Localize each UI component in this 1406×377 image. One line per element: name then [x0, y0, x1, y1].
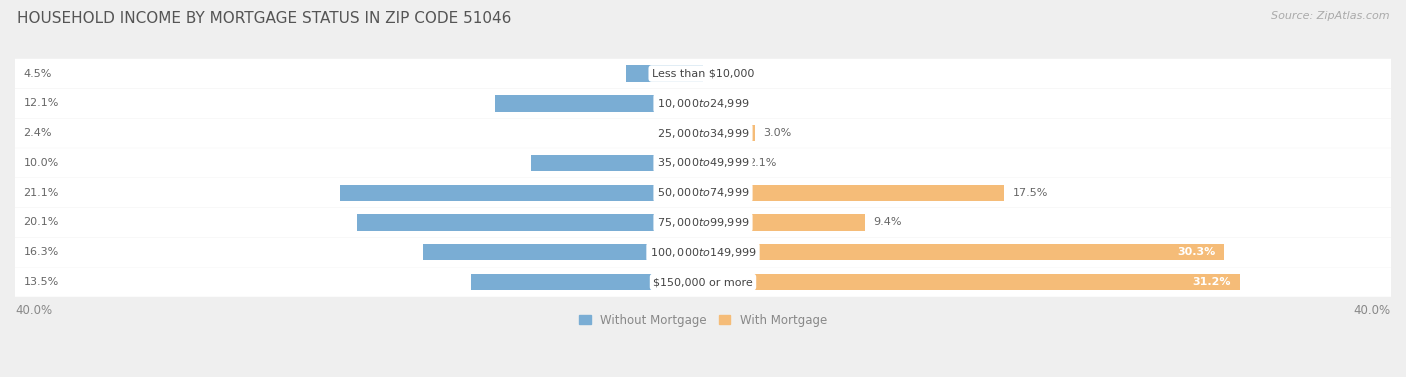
- Text: $75,000 to $99,999: $75,000 to $99,999: [657, 216, 749, 229]
- FancyBboxPatch shape: [15, 178, 1391, 207]
- Bar: [471, 274, 703, 290]
- Text: 16.3%: 16.3%: [24, 247, 59, 257]
- FancyBboxPatch shape: [15, 238, 1391, 267]
- Bar: [703, 155, 740, 171]
- FancyBboxPatch shape: [15, 208, 1391, 237]
- Text: 2.4%: 2.4%: [24, 128, 52, 138]
- Text: 13.5%: 13.5%: [24, 277, 59, 287]
- Text: 10.0%: 10.0%: [24, 158, 59, 168]
- Bar: [495, 95, 703, 112]
- Text: $25,000 to $34,999: $25,000 to $34,999: [657, 127, 749, 139]
- Text: Less than $10,000: Less than $10,000: [652, 69, 754, 78]
- Text: 0.0%: 0.0%: [711, 98, 740, 108]
- Bar: [703, 125, 755, 141]
- Bar: [703, 274, 1240, 290]
- Text: 21.1%: 21.1%: [24, 188, 59, 198]
- Text: 30.3%: 30.3%: [1177, 247, 1216, 257]
- Bar: [703, 184, 1004, 201]
- Text: HOUSEHOLD INCOME BY MORTGAGE STATUS IN ZIP CODE 51046: HOUSEHOLD INCOME BY MORTGAGE STATUS IN Z…: [17, 11, 512, 26]
- Text: 0.0%: 0.0%: [711, 69, 740, 78]
- Bar: [531, 155, 703, 171]
- FancyBboxPatch shape: [15, 118, 1391, 148]
- Text: 4.5%: 4.5%: [24, 69, 52, 78]
- Text: $150,000 or more: $150,000 or more: [654, 277, 752, 287]
- Text: 12.1%: 12.1%: [24, 98, 59, 108]
- FancyBboxPatch shape: [15, 89, 1391, 118]
- Text: 20.1%: 20.1%: [24, 218, 59, 227]
- Bar: [423, 244, 703, 261]
- FancyBboxPatch shape: [15, 148, 1391, 178]
- Text: $50,000 to $74,999: $50,000 to $74,999: [657, 186, 749, 199]
- Text: 31.2%: 31.2%: [1192, 277, 1232, 287]
- Bar: [626, 65, 703, 82]
- Text: $10,000 to $24,999: $10,000 to $24,999: [657, 97, 749, 110]
- Text: Source: ZipAtlas.com: Source: ZipAtlas.com: [1271, 11, 1389, 21]
- Text: 17.5%: 17.5%: [1012, 188, 1047, 198]
- Bar: [340, 184, 703, 201]
- Legend: Without Mortgage, With Mortgage: Without Mortgage, With Mortgage: [579, 314, 827, 327]
- Text: 9.4%: 9.4%: [873, 218, 901, 227]
- Bar: [703, 214, 865, 231]
- Bar: [703, 244, 1225, 261]
- Text: $35,000 to $49,999: $35,000 to $49,999: [657, 156, 749, 169]
- Text: 2.1%: 2.1%: [748, 158, 776, 168]
- FancyBboxPatch shape: [15, 267, 1391, 297]
- Bar: [662, 125, 703, 141]
- Bar: [357, 214, 703, 231]
- Text: 40.0%: 40.0%: [1354, 303, 1391, 317]
- Text: 3.0%: 3.0%: [763, 128, 792, 138]
- Text: 40.0%: 40.0%: [15, 303, 52, 317]
- FancyBboxPatch shape: [15, 59, 1391, 88]
- Text: $100,000 to $149,999: $100,000 to $149,999: [650, 246, 756, 259]
